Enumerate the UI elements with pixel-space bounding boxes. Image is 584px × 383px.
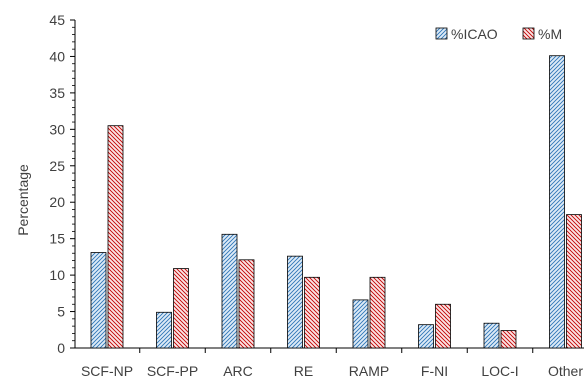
x-tick-label: F-NI (421, 363, 448, 379)
x-tick-label: SCF-PP (147, 363, 198, 379)
bar-icao (287, 255, 303, 349)
x-tick-label: RE (294, 363, 313, 379)
x-tick-label: ARC (223, 363, 253, 379)
y-axis: 0 5 10 15 20 25 30 35 40 45 (49, 12, 76, 356)
bar-icao (418, 324, 434, 349)
y-tick-label: 35 (49, 85, 65, 101)
bar-icao (352, 299, 369, 349)
bar-icao (483, 322, 500, 349)
bar-icao (90, 252, 107, 349)
x-tick-label: RAMP (349, 363, 389, 379)
bar-icao (221, 233, 238, 349)
legend-swatch (522, 27, 535, 40)
x-tick-label: LOC-I (481, 363, 518, 379)
bar-m (238, 259, 255, 349)
legend-label: %ICAO (451, 26, 498, 42)
y-tick-label: 0 (57, 340, 65, 356)
y-tick-label: 5 (57, 304, 65, 320)
x-axis: SCF-NP SCF-PP ARC RE RAMP F-NI LOC-I Other (75, 347, 584, 379)
y-tick-label: 40 (49, 48, 65, 64)
bars (90, 55, 582, 349)
x-tick-label: Other (548, 363, 583, 379)
bar-m (304, 276, 320, 349)
legend-swatch (435, 27, 448, 40)
bar-m (500, 330, 517, 349)
y-tick-label: 15 (49, 231, 65, 247)
bar-m (107, 125, 124, 349)
bar-icao (156, 311, 172, 349)
y-tick-label: 25 (49, 158, 65, 174)
legend: %ICAO %M (435, 26, 562, 42)
y-tick-label: 45 (49, 12, 65, 28)
bar-icao (549, 55, 565, 349)
bar-m (566, 214, 582, 349)
x-tick-label: SCF-NP (81, 363, 133, 379)
y-tick-label: 30 (49, 121, 65, 137)
y-axis-title: Percentage (15, 164, 31, 236)
y-tick-label: 10 (49, 267, 65, 283)
y-tick-label: 20 (49, 194, 65, 210)
bar-m (173, 268, 189, 349)
legend-label: %M (538, 26, 562, 42)
bar-m (435, 303, 451, 349)
bar-m (369, 276, 386, 349)
